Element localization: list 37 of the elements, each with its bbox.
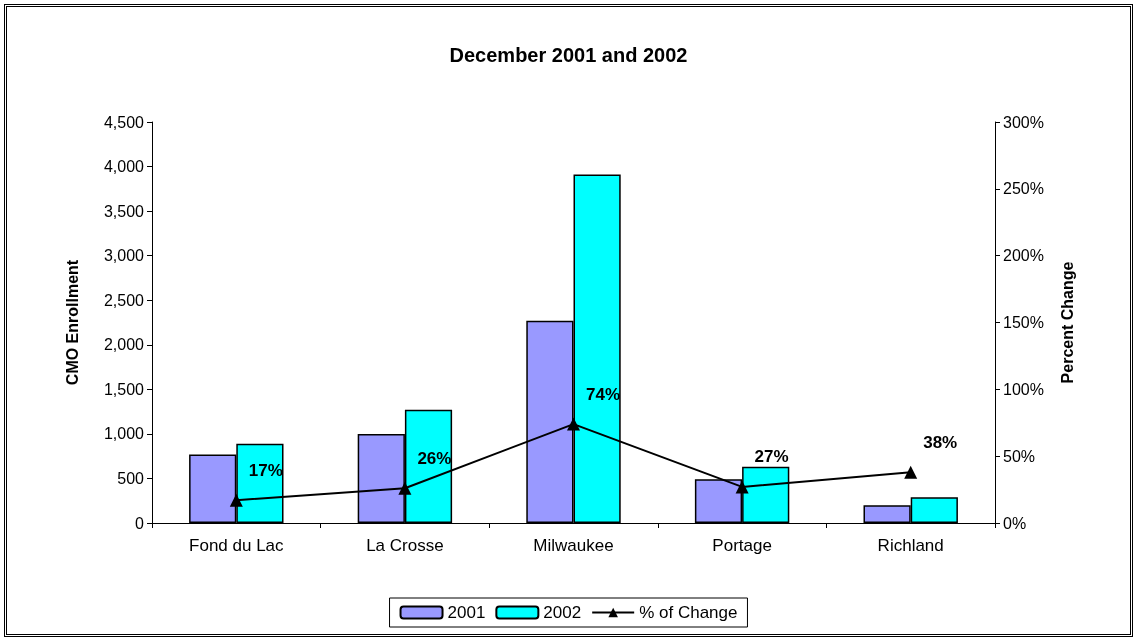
data-label: 17% bbox=[248, 460, 283, 480]
y2-axis-title: Percent Change bbox=[1058, 261, 1076, 384]
x-tick-label: Portage bbox=[712, 536, 772, 555]
data-label: 38% bbox=[923, 432, 958, 452]
y2-tick-label: 200% bbox=[1003, 247, 1044, 265]
y-tick-label: 3,000 bbox=[103, 247, 145, 265]
point bbox=[567, 417, 580, 431]
y2-tick-label: 100% bbox=[1003, 380, 1044, 398]
y2-tick-label: 250% bbox=[1003, 180, 1044, 198]
y-tick-label: 4,000 bbox=[103, 158, 145, 176]
y2-tick-label: 0% bbox=[1003, 514, 1027, 532]
x-tick-label: La Crosse bbox=[366, 536, 444, 555]
data-label: 27% bbox=[754, 447, 789, 467]
point bbox=[904, 465, 918, 479]
y-tick-label: 4,500 bbox=[103, 113, 145, 131]
y-tick-label: 0 bbox=[135, 514, 145, 532]
y-axis-title: CMO Enrollment bbox=[63, 259, 81, 386]
point bbox=[735, 480, 749, 494]
point bbox=[398, 481, 412, 495]
y-tick-label: 500 bbox=[117, 469, 145, 487]
x-tick-label: Milwaukee bbox=[533, 536, 614, 555]
y-tick-label: 2,500 bbox=[103, 291, 145, 309]
legend-label: 2002 bbox=[543, 603, 582, 622]
chart-title: December 2001 and 2002 bbox=[449, 44, 688, 66]
y2-tick-label: 150% bbox=[1003, 314, 1044, 331]
x-tick-label: Richland bbox=[877, 536, 944, 555]
y2-tick-label: 50% bbox=[1003, 447, 1036, 465]
legend-label: % of Change bbox=[639, 603, 738, 622]
y-tick-label: 2,000 bbox=[103, 336, 145, 354]
y-tick-label: 3,500 bbox=[103, 202, 145, 220]
point bbox=[229, 493, 243, 507]
data-label: 26% bbox=[417, 448, 452, 468]
legend-label: 2001 bbox=[447, 603, 486, 622]
y2-tick-label: 300% bbox=[1003, 113, 1044, 131]
x-tick-label: Fond du Lac bbox=[189, 536, 285, 555]
y-tick-label: 1,500 bbox=[103, 380, 145, 398]
y-tick-label: 1,000 bbox=[103, 425, 145, 443]
